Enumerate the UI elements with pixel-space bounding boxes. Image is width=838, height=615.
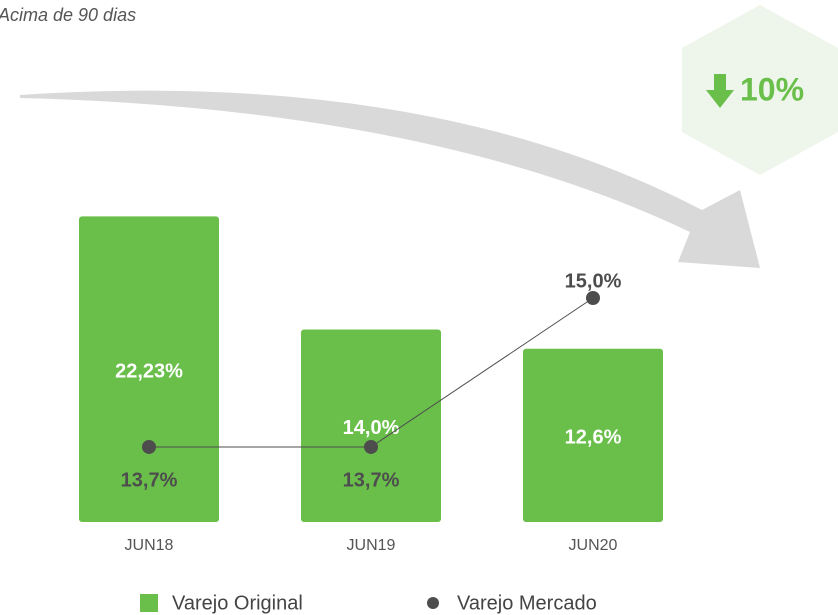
- badge-value: 10%: [740, 71, 804, 107]
- bar: [79, 216, 219, 522]
- down-arrow-icon: [706, 74, 734, 108]
- x-tick-label: JUN19: [347, 537, 396, 554]
- bar-value-label: 12,6%: [565, 427, 622, 449]
- subtitle: Acima de 90 dias: [0, 5, 136, 25]
- legend-label: Varejo Original: [172, 592, 303, 614]
- legend-label: Varejo Mercado: [457, 592, 597, 614]
- bar: [301, 329, 441, 522]
- badge-hexagon: [682, 5, 838, 175]
- bar: [523, 348, 663, 522]
- bar-value-label: 14,0%: [343, 417, 400, 439]
- line-value-label: 15,0%: [565, 270, 622, 292]
- bar-value-label: 22,23%: [115, 360, 183, 382]
- line-value-label: 13,7%: [121, 469, 178, 491]
- line-point: [142, 439, 156, 454]
- x-tick-label: JUN20: [569, 537, 618, 554]
- legend-swatch: [427, 597, 439, 609]
- x-tick-label: JUN18: [125, 537, 174, 554]
- line-point: [586, 291, 600, 305]
- trend-arrow: [20, 90, 760, 268]
- legend-swatch: [140, 594, 158, 612]
- line-point: [364, 439, 378, 454]
- line-value-label: 13,7%: [343, 469, 400, 491]
